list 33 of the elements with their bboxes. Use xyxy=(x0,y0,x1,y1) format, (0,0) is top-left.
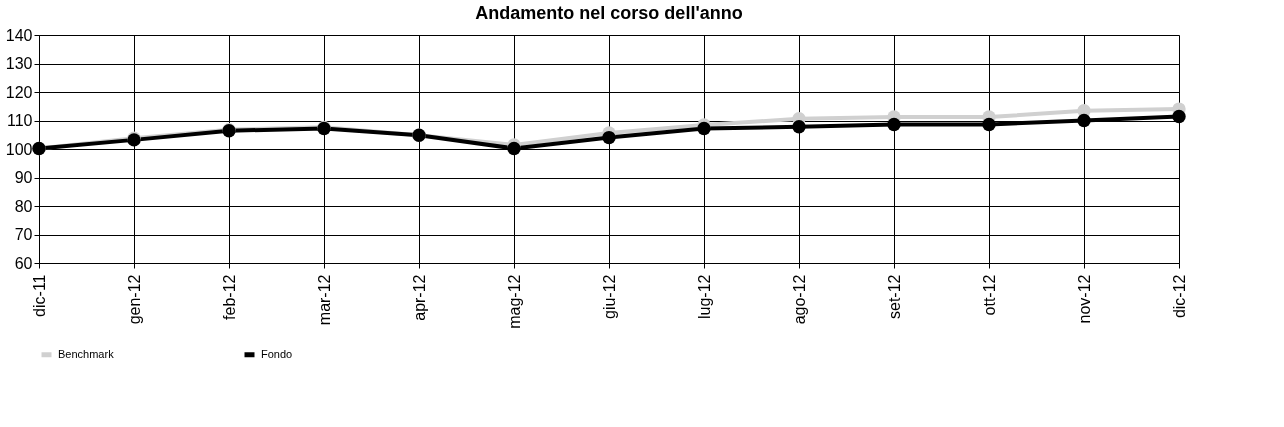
y-tick-label: 140 xyxy=(5,26,33,44)
y-tick-label: 110 xyxy=(6,112,33,129)
x-tick-label: mag-12 xyxy=(505,274,523,329)
x-tick-label: giu-12 xyxy=(600,274,618,319)
point xyxy=(1077,113,1091,128)
chart-title: Andamento nel corso dell'anno xyxy=(475,3,743,23)
x-tick-label: feb-12 xyxy=(220,274,238,320)
point xyxy=(697,121,711,136)
point xyxy=(887,117,901,132)
y-tick-label: 70 xyxy=(14,226,33,243)
x-tick-label: set-12 xyxy=(885,274,903,319)
y-tick-label: 60 xyxy=(14,254,33,272)
y-tick-label: 80 xyxy=(14,197,33,215)
point xyxy=(602,130,616,145)
y-tick-label: 100 xyxy=(5,140,33,158)
x-tick-label: gen-12 xyxy=(125,274,143,325)
y-tick-label: 120 xyxy=(5,83,33,101)
point xyxy=(792,120,806,134)
point xyxy=(507,141,521,156)
x-tick-label: dic-11 xyxy=(30,274,48,317)
x-tick-label: ago-12 xyxy=(790,274,808,325)
y-tick-label: 130 xyxy=(5,55,33,72)
y-tick-label: 90 xyxy=(14,169,33,186)
point xyxy=(1172,109,1186,124)
point xyxy=(982,117,996,132)
x-tick-label: dic-12 xyxy=(1170,274,1188,319)
x-tick-label: mar-12 xyxy=(315,274,333,326)
x-tick-label: ott-12 xyxy=(980,274,998,316)
x-tick-label: apr-12 xyxy=(410,274,428,321)
legend-label: Benchmark xyxy=(58,347,115,360)
x-tick-label: lug-12 xyxy=(695,274,713,319)
legend-label: Fondo xyxy=(261,347,293,360)
x-tick-label: nov-12 xyxy=(1075,274,1093,324)
